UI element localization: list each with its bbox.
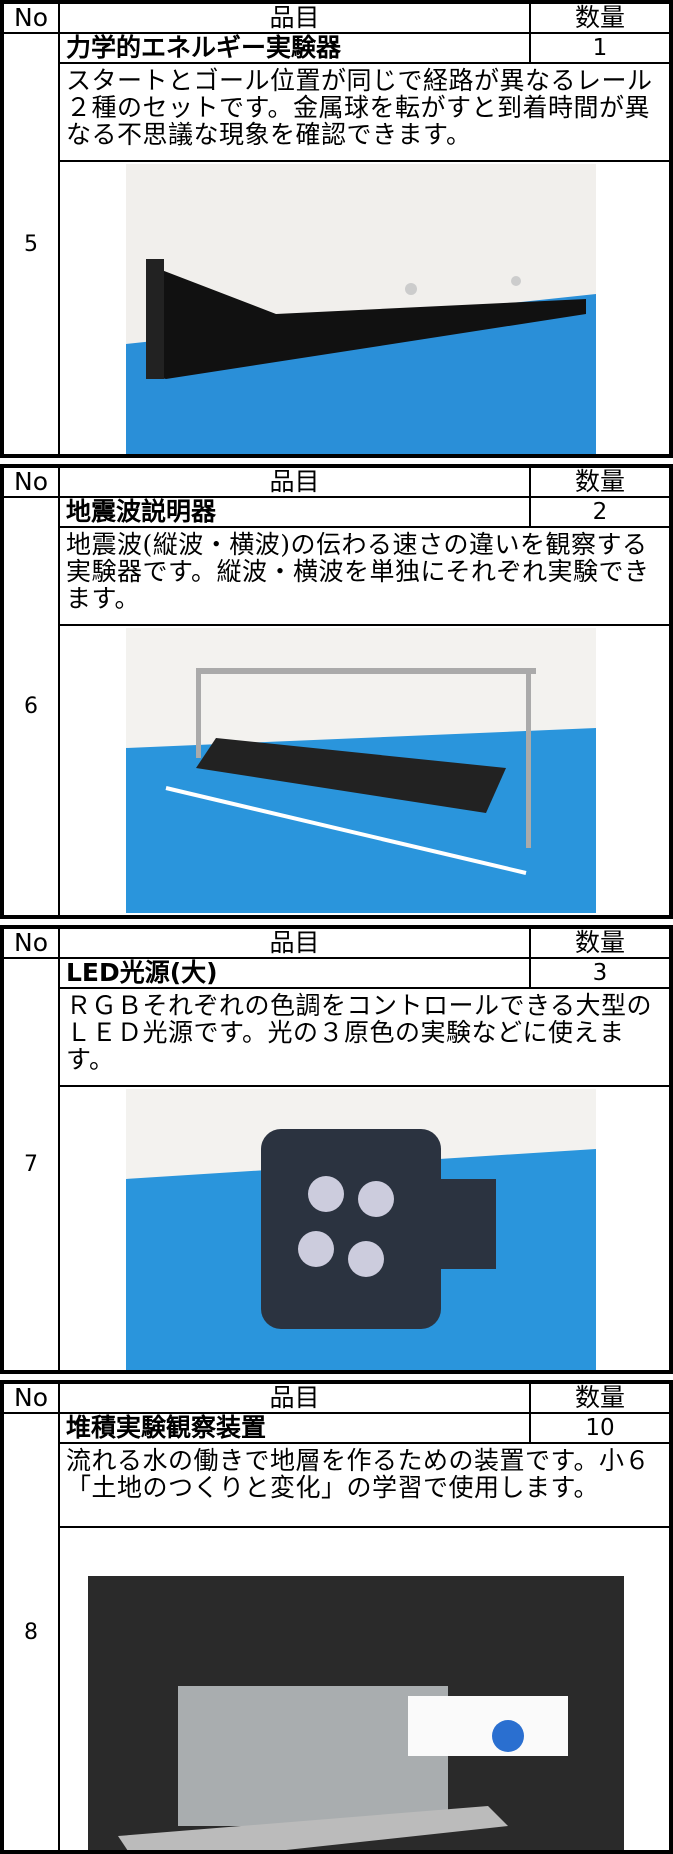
item-block: No 品目 数量 8 堆積実験観察装置 10 流れる水の働きで地層を作るための装置です。小６…	[0, 1380, 673, 1854]
photo-cell	[59, 625, 670, 916]
header-no: No	[3, 467, 59, 497]
photo	[126, 164, 596, 454]
item-block: No 品目 数量 5 力学的エネルギー実験器 1 スタートとゴール位置が同じで経路が異なるレ…	[0, 0, 673, 458]
header-quantity: 数量	[530, 3, 670, 33]
header-no: No	[3, 3, 59, 33]
item-block: No 品目 数量 7 LED光源(大) 3 ＲＧＢそれぞれの色調をコントロールできる大型のＬ…	[0, 925, 673, 1374]
item-name: 堆積実験観察装置	[59, 1413, 530, 1443]
header-quantity: 数量	[530, 928, 670, 958]
item-quantity: 1	[530, 33, 670, 63]
header-quantity: 数量	[530, 467, 670, 497]
header-no: No	[3, 1383, 59, 1413]
photo-cell	[59, 1527, 670, 1851]
item-block: No 品目 数量 6 地震波説明器 2 地震波(縦波・横波)の伝わる速さの違いを観察する実験…	[0, 464, 673, 919]
photo-cell	[59, 1086, 670, 1371]
item-name: LED光源(大)	[59, 958, 530, 988]
header-no: No	[3, 928, 59, 958]
item-quantity: 2	[530, 497, 670, 527]
item-description: ＲＧＢそれぞれの色調をコントロールできる大型のＬＥＤ光源です。光の３原色の実験な…	[59, 988, 670, 1086]
photo	[126, 628, 596, 913]
item-description: 流れる水の働きで地層を作るための装置です。小６「土地のつくりと変化」の学習で使用…	[59, 1443, 670, 1527]
header-item: 品目	[59, 467, 530, 497]
header-item: 品目	[59, 3, 530, 33]
photo	[88, 1576, 624, 1850]
header-quantity: 数量	[530, 1383, 670, 1413]
item-quantity: 10	[530, 1413, 670, 1443]
item-quantity: 3	[530, 958, 670, 988]
item-no: 5	[3, 33, 59, 455]
item-no: 7	[3, 958, 59, 1371]
header-item: 品目	[59, 1383, 530, 1413]
item-description: スタートとゴール位置が同じで経路が異なるレール２種のセットです。金属球を転がすと…	[59, 63, 670, 161]
item-name: 地震波説明器	[59, 497, 530, 527]
item-no: 6	[3, 497, 59, 916]
item-name: 力学的エネルギー実験器	[59, 33, 530, 63]
header-item: 品目	[59, 928, 530, 958]
item-no: 8	[3, 1413, 59, 1851]
photo	[126, 1089, 596, 1370]
photo-cell	[59, 161, 670, 455]
item-description: 地震波(縦波・横波)の伝わる速さの違いを観察する実験器です。縦波・横波を単独にそ…	[59, 527, 670, 625]
